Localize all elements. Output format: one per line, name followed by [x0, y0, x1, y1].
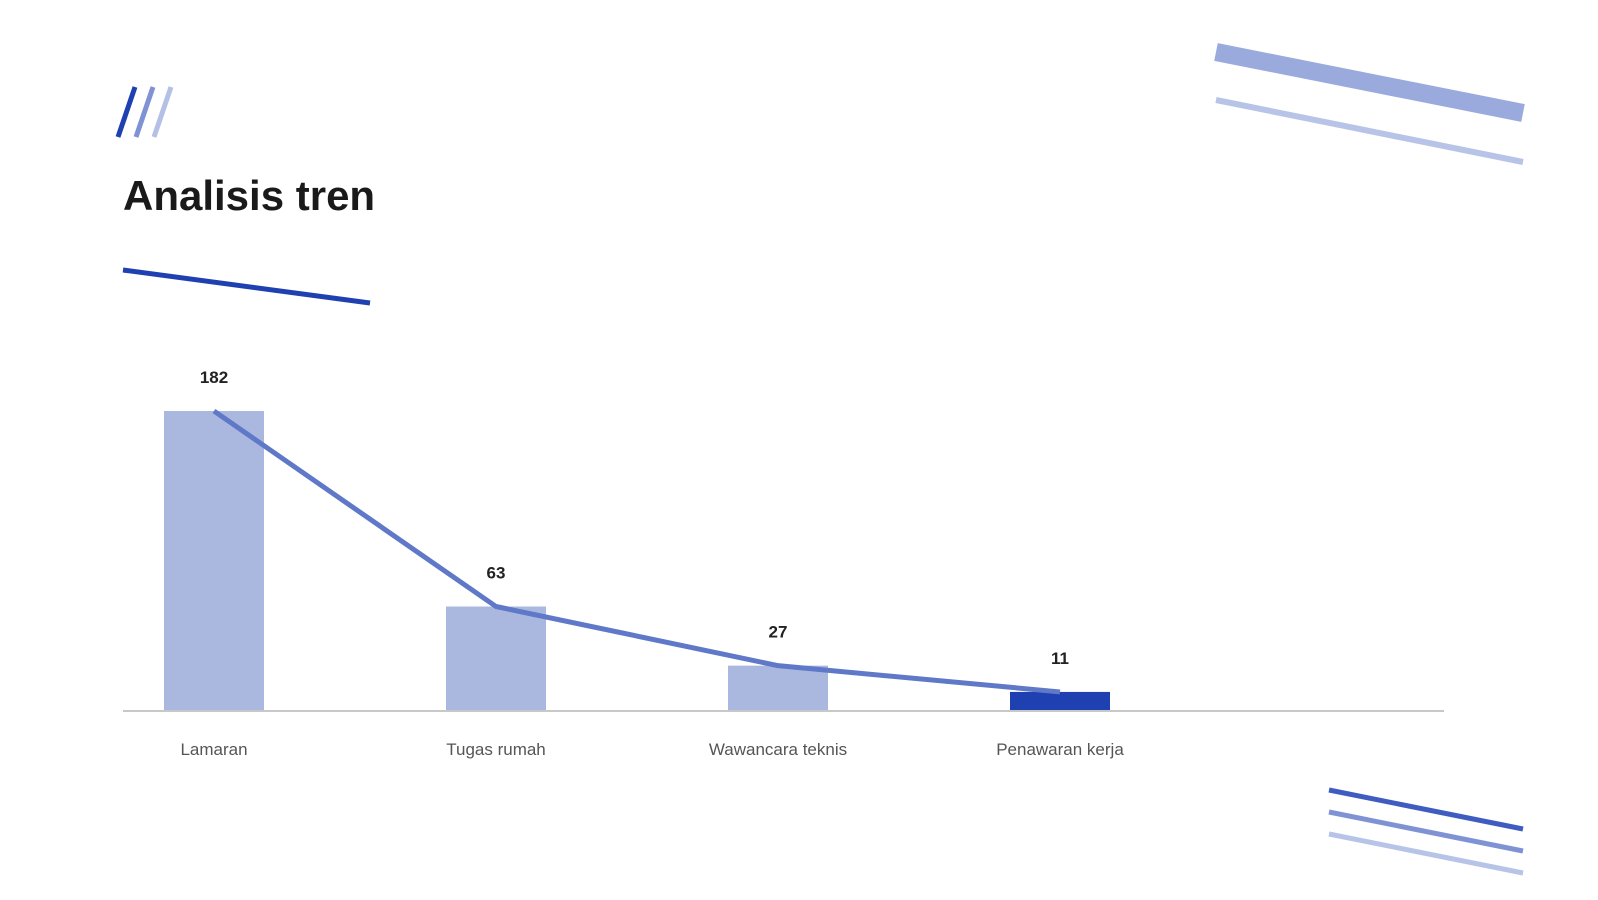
trend-line	[212, 408, 1061, 695]
bar	[1010, 691, 1110, 710]
bar	[446, 606, 546, 710]
x-tick-label: Lamaran	[180, 740, 247, 759]
data-label: 63	[487, 564, 506, 583]
x-tick-label: Tugas rumah	[446, 740, 546, 759]
decoration	[115, 43, 1525, 876]
x-tick-label: Wawancara teknis	[709, 740, 847, 759]
data-label: 182	[200, 368, 228, 387]
chart-title: Analisis tren	[123, 172, 375, 219]
data-label: 27	[769, 623, 788, 642]
data-label: 11	[1051, 649, 1069, 668]
bar	[728, 665, 828, 710]
bar	[164, 411, 264, 710]
x-tick-label: Penawaran kerja	[996, 740, 1124, 759]
